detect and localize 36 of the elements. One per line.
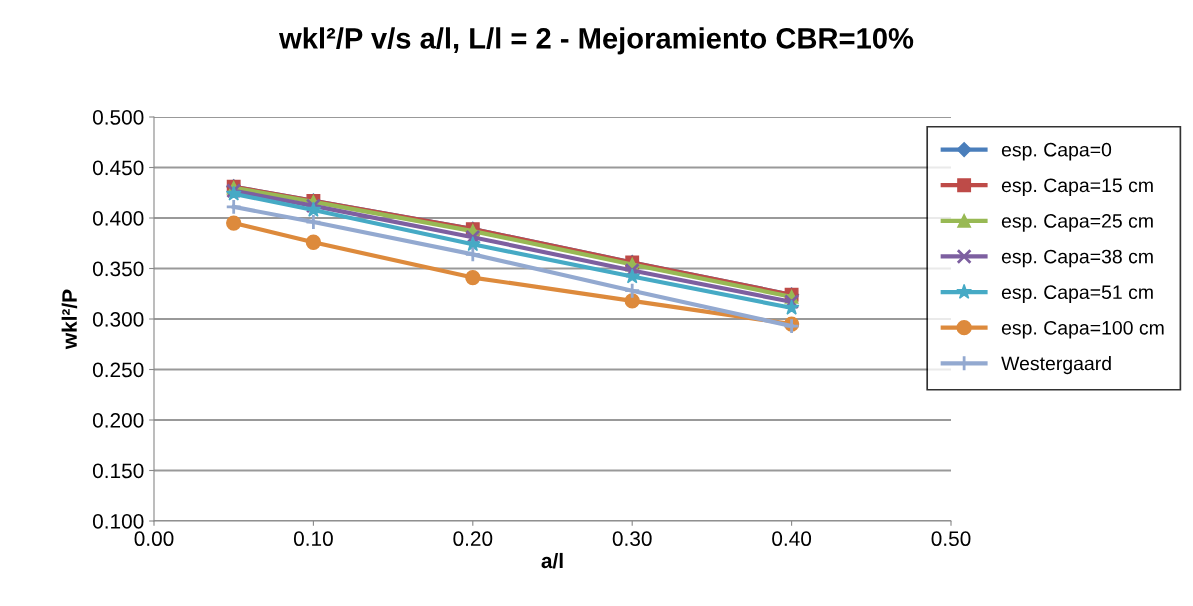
point [226,215,242,231]
y-tick-label: 0.300 [92,312,144,327]
y-tick-label: 0.350 [92,261,144,277]
legend-label: esp. Capa=0 [1001,142,1112,161]
y-tick-label: 0.450 [92,160,144,176]
legend-label: esp. Capa=15 cm [1001,178,1153,197]
legend-label: esp. Capa=38 cm [1001,249,1153,268]
point [464,246,482,263]
point [783,294,800,310]
y-tick-label: 0.500 [92,110,144,125]
x-tick-label: 0.40 [772,531,812,547]
point [624,268,641,284]
point [783,299,800,315]
point [225,198,243,216]
legend-label: Westergaard [1001,356,1111,375]
y-tick-label: 0.100 [92,514,144,529]
x-axis-title: a/l [541,552,563,569]
y-axis-title: wkl²/P [61,289,78,350]
y-tick-label: 0.250 [92,362,144,378]
legend-label: esp. Capa=51 cm [1001,285,1153,303]
point [624,293,640,309]
legend-label: esp. Capa=25 cm [1001,214,1153,232]
x-tick-label: 0.00 [134,531,174,547]
point [465,269,481,286]
y-tick-label: 0.400 [92,211,144,226]
x-tick-label: 0.30 [612,531,652,547]
y-tick-label: 0.150 [92,463,144,479]
x-tick-label: 0.20 [453,531,493,547]
point [305,213,322,231]
y-tick-label: 0.200 [92,413,144,428]
x-tick-label: 0.10 [293,531,333,547]
legend-label: esp. Capa=100 cm [1001,320,1164,339]
x-tick-label: 0.50 [931,531,971,547]
chart-title: wkl²/P v/s a/l, L/l = 2 - Mejoramiento CBR=10% [278,27,914,55]
point [305,234,322,250]
point [623,282,641,300]
